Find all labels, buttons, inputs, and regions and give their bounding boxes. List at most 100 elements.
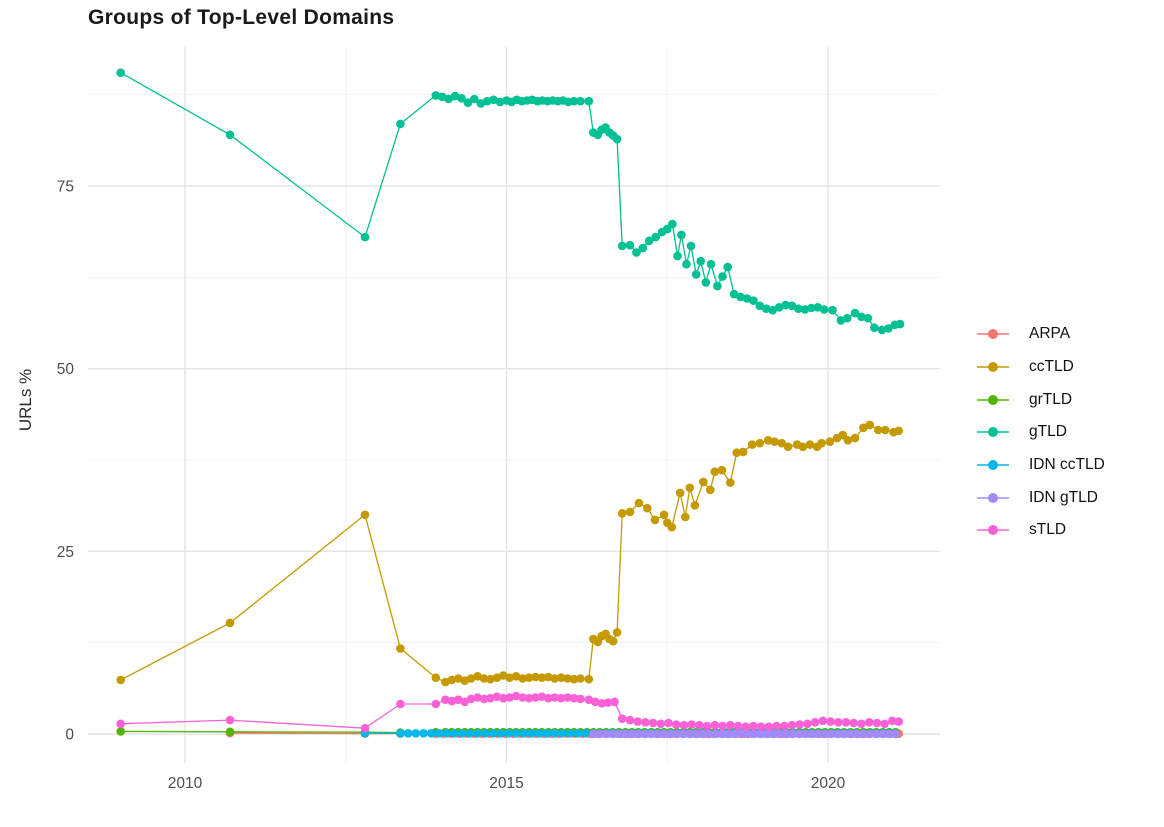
data-point (431, 91, 441, 100)
data-point (718, 721, 727, 731)
data-point (581, 729, 590, 738)
data-point (488, 729, 498, 738)
series-gtld-points (116, 68, 905, 335)
data-point (723, 262, 732, 272)
data-point (450, 729, 459, 738)
data-point (741, 722, 750, 731)
data-point (762, 729, 772, 739)
data-point (687, 720, 696, 729)
series-stld-points (116, 691, 903, 733)
data-point (625, 507, 635, 517)
data-point (865, 729, 875, 739)
data-point (537, 673, 547, 682)
data-point (447, 675, 457, 685)
data-point (807, 729, 817, 739)
data-point (755, 301, 765, 311)
data-point (696, 256, 705, 266)
data-point (431, 699, 441, 709)
data-point (466, 674, 476, 683)
data-point (736, 729, 746, 739)
data-point (646, 729, 656, 739)
data-point (576, 674, 585, 683)
data-point (695, 720, 704, 730)
data-point (841, 718, 851, 727)
data-point (360, 723, 370, 733)
data-point (664, 718, 673, 728)
data-point (419, 729, 428, 738)
data-point (763, 436, 773, 445)
data-point (511, 672, 521, 681)
data-point (794, 304, 803, 314)
data-point (481, 729, 490, 738)
legend-item-grtld: grTLD (975, 383, 1105, 416)
data-point (769, 729, 778, 739)
data-point (527, 729, 536, 738)
y-tick-label: 0 (65, 727, 74, 744)
data-point (556, 693, 566, 703)
data-point (457, 729, 467, 738)
series-cctld-points (116, 420, 903, 687)
data-point (641, 718, 650, 727)
data-point (576, 694, 585, 704)
data-point (679, 729, 688, 739)
data-point (116, 727, 125, 736)
data-point (825, 437, 835, 447)
data-point (633, 717, 642, 726)
data-point (711, 729, 720, 739)
data-point (859, 423, 868, 433)
data-point (871, 729, 881, 739)
data-point (888, 716, 897, 726)
data-point (625, 240, 635, 250)
data-point (780, 721, 789, 731)
data-point (601, 729, 611, 739)
data-point (608, 729, 617, 739)
data-point (470, 94, 479, 104)
data-point (878, 729, 887, 739)
data-point (891, 729, 900, 739)
data-point (116, 719, 125, 729)
data-point (787, 301, 797, 311)
data-point (625, 715, 635, 725)
data-point (634, 498, 644, 508)
data-point (884, 324, 893, 333)
data-point (783, 442, 793, 452)
data-point (764, 722, 774, 731)
data-point (656, 719, 666, 729)
data-point (447, 696, 457, 706)
data-point (884, 729, 894, 739)
data-point (486, 674, 495, 684)
data-point (718, 272, 727, 281)
data-point (747, 440, 757, 449)
data-point (803, 719, 812, 729)
data-point (442, 729, 452, 738)
legend-marker-stld (977, 525, 1009, 536)
data-point (638, 243, 648, 253)
data-point (463, 98, 473, 107)
data-point (691, 270, 701, 279)
data-point (612, 628, 622, 637)
data-point (519, 729, 529, 738)
data-point (699, 477, 708, 487)
data-point (225, 618, 235, 628)
data-point (482, 96, 492, 106)
x-tick-label: 2015 (489, 775, 523, 792)
legend-label-stld: sTLD (1029, 521, 1067, 539)
data-point (749, 721, 758, 731)
data-point (489, 95, 498, 105)
data-point (839, 729, 849, 739)
legend-item-stld: sTLD (975, 514, 1105, 547)
data-point (499, 693, 508, 703)
data-point (834, 718, 843, 727)
data-point (411, 729, 421, 738)
data-point (817, 438, 826, 448)
data-point (843, 313, 852, 323)
data-point (672, 729, 682, 739)
data-point (550, 674, 559, 683)
data-point (770, 437, 779, 447)
data-point (535, 729, 544, 738)
data-point (634, 729, 643, 739)
data-point (706, 259, 716, 269)
legend-marker-idn-gtld (977, 492, 1009, 503)
